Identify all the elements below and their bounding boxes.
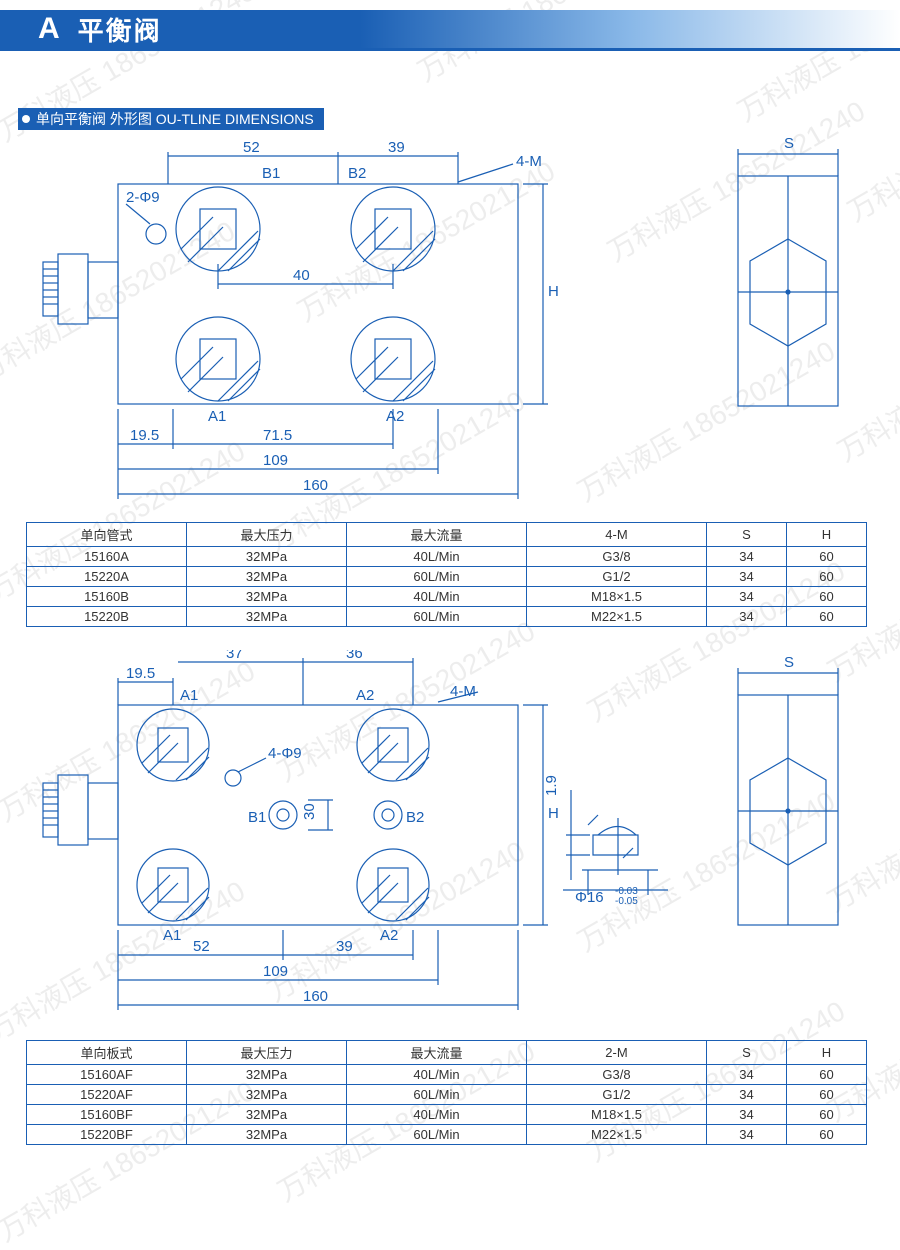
title-band: A 平衡阀: [0, 10, 900, 48]
svg-text:52: 52: [243, 139, 260, 156]
table-row: 15220A32MPa60L/MinG1/23460: [27, 567, 867, 587]
table-row: 15220BF32MPa60L/MinM22×1.53460: [27, 1125, 867, 1145]
diagram-2: 37 36 19.5 A1 A2 4-M 4-Φ9 B1 B2 30 H 1.9…: [18, 650, 888, 1020]
svg-text:36: 36: [346, 650, 363, 662]
table-row: 15160A32MPa40L/MinG3/83460: [27, 547, 867, 567]
svg-text:A2: A2: [386, 408, 404, 425]
svg-text:71.5: 71.5: [263, 427, 292, 444]
svg-text:1.9: 1.9: [543, 775, 560, 796]
table-header: 最大压力: [187, 1041, 347, 1065]
svg-text:160: 160: [303, 477, 328, 494]
svg-text:H: H: [548, 283, 559, 300]
svg-text:109: 109: [263, 452, 288, 469]
svg-text:B1: B1: [248, 809, 266, 826]
svg-text:30: 30: [301, 803, 318, 820]
svg-text:37: 37: [226, 650, 243, 662]
svg-text:A1: A1: [180, 687, 198, 704]
svg-text:S: S: [784, 654, 794, 671]
svg-text:A1: A1: [208, 408, 226, 425]
table-header: 最大压力: [187, 523, 347, 547]
table-header: 单向板式: [27, 1041, 187, 1065]
table-row: 15160B32MPa40L/MinM18×1.53460: [27, 587, 867, 607]
svg-text:B2: B2: [406, 809, 424, 826]
table-row: 15160AF32MPa40L/MinG3/83460: [27, 1065, 867, 1085]
svg-text:H: H: [548, 805, 559, 822]
svg-text:39: 39: [336, 938, 353, 955]
svg-text:40: 40: [293, 267, 310, 284]
svg-text:B2: B2: [348, 165, 366, 182]
subtitle-text: 单向平衡阀 外形图 OU-TLINE DIMENSIONS: [36, 109, 314, 129]
svg-text:A2: A2: [380, 927, 398, 944]
table-header: S: [707, 523, 787, 547]
bullet-icon: [22, 115, 30, 123]
table-1: 单向管式最大压力最大流量4-MSH15160A32MPa40L/MinG3/83…: [26, 522, 867, 627]
svg-text:4-M: 4-M: [516, 153, 542, 170]
svg-text:52: 52: [193, 938, 210, 955]
svg-text:-0.05: -0.05: [615, 896, 638, 907]
table-header: 单向管式: [27, 523, 187, 547]
table-row: 15220B32MPa60L/MinM22×1.53460: [27, 607, 867, 627]
svg-text:109: 109: [263, 963, 288, 980]
table-2: 单向板式最大压力最大流量2-MSH15160AF32MPa40L/MinG3/8…: [26, 1040, 867, 1145]
table-header: 2-M: [527, 1041, 707, 1065]
title-letter: A: [38, 12, 60, 46]
title-underline: [0, 48, 900, 51]
table-row: 15220AF32MPa60L/MinG1/23460: [27, 1085, 867, 1105]
table-header: 最大流量: [347, 523, 527, 547]
title-main: 平衡阀: [78, 11, 162, 48]
svg-text:Φ16: Φ16: [575, 889, 604, 906]
table-row: 15160BF32MPa40L/MinM18×1.53460: [27, 1105, 867, 1125]
svg-text:A2: A2: [356, 687, 374, 704]
svg-text:2-Φ9: 2-Φ9: [126, 189, 160, 206]
table-header: 4-M: [527, 523, 707, 547]
svg-text:19.5: 19.5: [126, 665, 155, 682]
table-header: S: [707, 1041, 787, 1065]
table-header: H: [787, 1041, 867, 1065]
svg-text:S: S: [784, 135, 794, 152]
svg-text:B1: B1: [262, 165, 280, 182]
table-header: H: [787, 523, 867, 547]
svg-text:4-Φ9: 4-Φ9: [268, 745, 302, 762]
table-header: 最大流量: [347, 1041, 527, 1065]
svg-text:19.5: 19.5: [130, 427, 159, 444]
subtitle-band: 单向平衡阀 外形图 OU-TLINE DIMENSIONS: [18, 108, 324, 130]
diagram-1: 52 39 B1 B2 4-M 2-Φ9 40 H A1 A2 19.5 71.…: [18, 134, 888, 524]
svg-text:39: 39: [388, 139, 405, 156]
svg-text:4-M: 4-M: [450, 683, 476, 700]
svg-text:A1: A1: [163, 927, 181, 944]
svg-text:160: 160: [303, 988, 328, 1005]
